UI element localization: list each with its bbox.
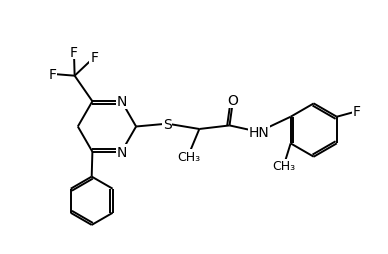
Text: CH₃: CH₃ — [273, 160, 296, 172]
Text: S: S — [163, 117, 172, 131]
Text: F: F — [352, 105, 360, 119]
Text: N: N — [116, 95, 127, 109]
Text: N: N — [116, 145, 127, 159]
Text: HN: HN — [248, 125, 269, 139]
Text: F: F — [70, 45, 78, 59]
Text: F: F — [48, 68, 57, 82]
Text: CH₃: CH₃ — [177, 150, 200, 163]
Text: F: F — [90, 51, 98, 65]
Text: O: O — [228, 93, 239, 107]
